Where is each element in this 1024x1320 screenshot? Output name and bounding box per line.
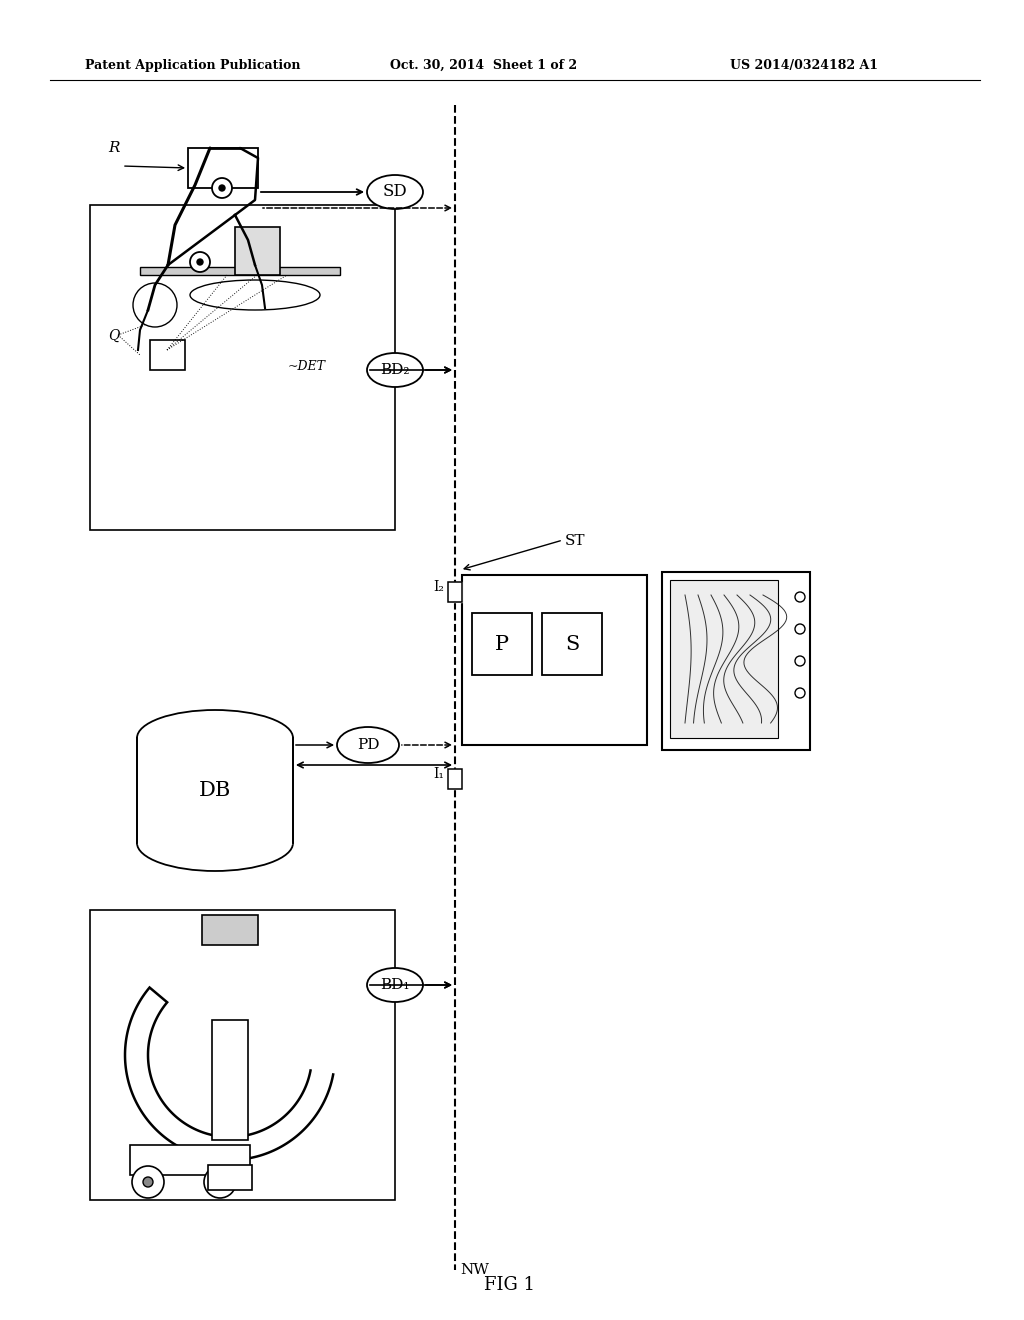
Text: FIG 1: FIG 1 [484,1276,536,1294]
Circle shape [143,1177,153,1187]
Circle shape [795,656,805,667]
Text: P: P [495,635,509,653]
Circle shape [795,688,805,698]
FancyBboxPatch shape [662,572,810,750]
FancyBboxPatch shape [130,1144,250,1175]
Text: ST: ST [565,535,586,548]
FancyBboxPatch shape [90,205,395,531]
Circle shape [132,1166,164,1199]
FancyBboxPatch shape [234,227,280,275]
Circle shape [215,1177,225,1187]
Circle shape [795,624,805,634]
Bar [137,738,293,843]
Bar [449,770,462,789]
Text: S: S [565,635,580,653]
Text: Q: Q [108,329,120,343]
FancyBboxPatch shape [212,1020,248,1140]
Ellipse shape [337,727,399,763]
FancyBboxPatch shape [188,148,258,187]
Text: Oct. 30, 2014  Sheet 1 of 2: Oct. 30, 2014 Sheet 1 of 2 [390,58,578,71]
Text: DB: DB [199,780,231,800]
FancyBboxPatch shape [90,909,395,1200]
Text: US 2014/0324182 A1: US 2014/0324182 A1 [730,58,878,71]
Text: BD₂: BD₂ [380,363,410,378]
Text: Patent Application Publication: Patent Application Publication [85,58,300,71]
FancyBboxPatch shape [202,915,258,945]
Text: BD₁: BD₁ [380,978,410,993]
Ellipse shape [137,710,293,766]
Text: I₂: I₂ [433,579,444,594]
FancyBboxPatch shape [542,612,602,675]
FancyBboxPatch shape [449,582,462,602]
Circle shape [219,185,225,191]
Circle shape [204,1166,236,1199]
FancyBboxPatch shape [208,1166,252,1191]
Ellipse shape [367,176,423,209]
FancyBboxPatch shape [150,341,185,370]
Ellipse shape [137,814,293,871]
Text: ~DET: ~DET [288,360,326,374]
Circle shape [190,252,210,272]
Circle shape [212,178,232,198]
FancyBboxPatch shape [462,576,647,744]
Text: I₁: I₁ [433,767,443,781]
Ellipse shape [367,352,423,387]
FancyBboxPatch shape [140,267,340,275]
Circle shape [197,259,203,265]
FancyBboxPatch shape [449,770,462,789]
Text: PD: PD [356,738,379,752]
Text: R: R [108,141,120,154]
Ellipse shape [190,280,319,310]
PathPatch shape [125,987,334,1160]
FancyBboxPatch shape [670,579,778,738]
Circle shape [133,282,177,327]
Circle shape [795,591,805,602]
Text: NW: NW [460,1263,488,1276]
Ellipse shape [367,968,423,1002]
Text: SD: SD [383,183,408,201]
FancyBboxPatch shape [472,612,532,675]
Bar [449,582,462,602]
